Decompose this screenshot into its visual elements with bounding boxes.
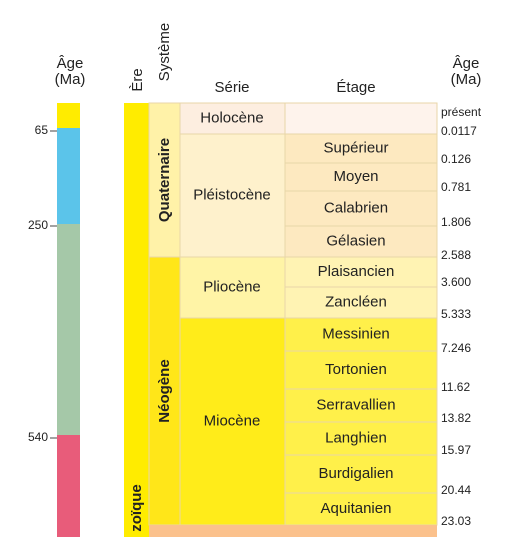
stage-name: Serravallien bbox=[316, 396, 395, 413]
stage-name: Burdigalien bbox=[318, 465, 393, 482]
eon-bar bbox=[57, 103, 80, 128]
era-header: Ère bbox=[129, 68, 146, 91]
left-age-label: 250 bbox=[28, 218, 48, 232]
right-age-label: 3.600 bbox=[441, 275, 471, 289]
right-age-label: 5.333 bbox=[441, 307, 471, 321]
stage-name: Zancléen bbox=[325, 293, 387, 310]
stage-box bbox=[284, 421, 438, 456]
series-box bbox=[179, 102, 286, 135]
stage-box bbox=[284, 133, 438, 164]
left-age-header: Âge bbox=[57, 55, 84, 72]
stage-box bbox=[284, 286, 438, 319]
series-name: Miocène bbox=[204, 412, 261, 429]
system-box bbox=[148, 256, 181, 526]
system-header: Système bbox=[156, 23, 173, 81]
right-age-label: 23.03 bbox=[441, 514, 471, 528]
system-name: Quaternaire bbox=[156, 138, 173, 222]
series-header: Série bbox=[214, 79, 249, 96]
series-box bbox=[179, 133, 286, 258]
right-age-label: 13.82 bbox=[441, 411, 471, 425]
right-age-label: 7.246 bbox=[441, 341, 471, 355]
eon-bar bbox=[57, 128, 80, 224]
stage-box bbox=[284, 492, 438, 526]
system-box bbox=[148, 102, 181, 258]
left-age-label: 540 bbox=[28, 430, 48, 444]
right-age-label: 11.62 bbox=[441, 380, 470, 394]
stage-name: Calabrien bbox=[324, 199, 388, 216]
right-age-label: 2.588 bbox=[441, 248, 471, 262]
right-age-unit: (Ma) bbox=[451, 71, 482, 88]
stage-box bbox=[284, 162, 438, 192]
right-age-label: 0.781 bbox=[441, 180, 471, 194]
right-age-label: 15.97 bbox=[441, 443, 471, 457]
stage-box bbox=[284, 190, 438, 227]
stage-name: Tortonien bbox=[325, 361, 387, 378]
right-age-label: 20.44 bbox=[441, 483, 471, 497]
left-age-label: 65 bbox=[35, 123, 49, 137]
right-age-label: présent bbox=[441, 105, 482, 119]
era-name: zoïque bbox=[128, 484, 145, 532]
next-period-strip bbox=[149, 525, 437, 537]
stage-name: Messinien bbox=[322, 325, 390, 342]
left-age-unit: (Ma) bbox=[55, 71, 86, 88]
right-age-label: 1.806 bbox=[441, 215, 471, 229]
eon-bar bbox=[57, 435, 80, 537]
system-name: Néogène bbox=[156, 359, 173, 422]
series-name: Pliocène bbox=[203, 278, 261, 295]
right-age-header: Âge bbox=[453, 55, 480, 72]
stage-header: Étage bbox=[336, 79, 375, 96]
stage-box bbox=[284, 350, 438, 390]
stage-box bbox=[284, 225, 438, 258]
series-name: Holocène bbox=[200, 109, 263, 126]
right-age-label: 0.0117 bbox=[441, 124, 477, 138]
series-name: Pléistocène bbox=[193, 186, 271, 203]
stage-box bbox=[284, 102, 438, 135]
stage-name: Supérieur bbox=[323, 139, 388, 156]
stage-box bbox=[284, 317, 438, 352]
right-age-label: 0.126 bbox=[441, 152, 471, 166]
stage-name: Moyen bbox=[333, 168, 378, 185]
stage-box bbox=[284, 454, 438, 494]
stage-name: Plaisancien bbox=[318, 263, 395, 280]
stage-box bbox=[284, 388, 438, 423]
eon-bar bbox=[57, 224, 80, 435]
stage-name: Aquitanien bbox=[321, 500, 392, 517]
stage-name: Gélasien bbox=[326, 232, 385, 249]
era-bar bbox=[124, 103, 149, 537]
stage-name: Langhien bbox=[325, 429, 387, 446]
